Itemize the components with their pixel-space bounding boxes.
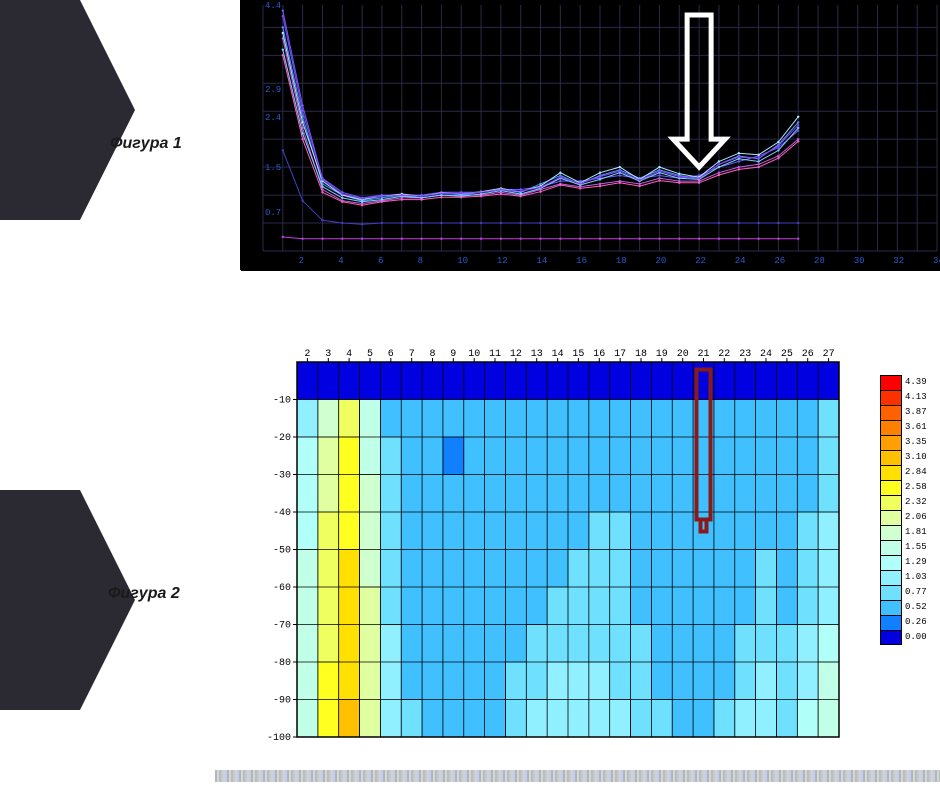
colorbar-swatch <box>880 480 902 495</box>
colorbar-value: 4.13 <box>905 390 927 405</box>
svg-text:26: 26 <box>774 256 785 266</box>
pointer-block-fig2 <box>0 490 80 710</box>
line-chart-figure1: 0.71.52.42.94.42468101214161820222426283… <box>240 0 940 270</box>
svg-text:16: 16 <box>576 256 587 266</box>
svg-text:20: 20 <box>655 256 666 266</box>
svg-text:-60: -60 <box>273 583 291 594</box>
svg-text:0.7: 0.7 <box>265 208 281 218</box>
colorbar-swatch <box>880 420 902 435</box>
colorbar-value: 0.00 <box>905 630 927 645</box>
colorbar-swatch <box>880 525 902 540</box>
colorbar-step: 2.58 <box>880 480 935 495</box>
colorbar-swatch <box>880 510 902 525</box>
colorbar-step: 1.81 <box>880 525 935 540</box>
colorbar-value: 0.52 <box>905 600 927 615</box>
colorbar-step: 1.03 <box>880 570 935 585</box>
svg-text:2.4: 2.4 <box>265 113 281 123</box>
colorbar-step: 0.77 <box>880 585 935 600</box>
svg-text:12: 12 <box>497 256 508 266</box>
colorbar-step: 0.52 <box>880 600 935 615</box>
pointer-block-fig1 <box>0 0 80 220</box>
svg-text:-30: -30 <box>273 471 291 482</box>
colorbar-value: 0.77 <box>905 585 927 600</box>
colorbar-swatch <box>880 615 902 630</box>
svg-text:28: 28 <box>814 256 825 266</box>
colorbar-swatch <box>880 375 902 390</box>
colorbar-step: 4.39 <box>880 375 935 390</box>
colorbar-swatch <box>880 435 902 450</box>
figure1-label: Фигура 1 <box>110 135 182 153</box>
colorbar-value: 3.87 <box>905 405 927 420</box>
colorbar-swatch <box>880 555 902 570</box>
colorbar-swatch <box>880 450 902 465</box>
svg-text:32: 32 <box>893 256 904 266</box>
svg-text:24: 24 <box>735 256 746 266</box>
svg-text:1.5: 1.5 <box>265 163 281 173</box>
colorbar-swatch <box>880 600 902 615</box>
svg-text:-100: -100 <box>267 733 291 744</box>
svg-text:8: 8 <box>418 256 423 266</box>
figure2-label: Фигура 2 <box>108 585 180 603</box>
heatmap-colorbar: 4.394.133.873.613.353.102.842.582.322.06… <box>880 375 935 645</box>
colorbar-step: 3.35 <box>880 435 935 450</box>
svg-text:6: 6 <box>378 256 383 266</box>
colorbar-step: 1.29 <box>880 555 935 570</box>
colorbar-value: 1.55 <box>905 540 927 555</box>
colorbar-swatch <box>880 570 902 585</box>
colorbar-swatch <box>880 405 902 420</box>
colorbar-step: 3.10 <box>880 450 935 465</box>
colorbar-value: 2.06 <box>905 510 927 525</box>
svg-text:34: 34 <box>933 256 940 266</box>
colorbar-value: 1.29 <box>905 555 927 570</box>
colorbar-value: 3.35 <box>905 435 927 450</box>
colorbar-value: 1.81 <box>905 525 927 540</box>
colorbar-value: 3.61 <box>905 420 927 435</box>
svg-text:-70: -70 <box>273 621 291 632</box>
svg-text:-80: -80 <box>273 658 291 669</box>
colorbar-swatch <box>880 465 902 480</box>
colorbar-step: 2.84 <box>880 465 935 480</box>
decorative-strip <box>215 770 940 782</box>
svg-text:-40: -40 <box>273 508 291 519</box>
svg-text:4.4: 4.4 <box>265 1 281 11</box>
colorbar-swatch <box>880 540 902 555</box>
colorbar-value: 3.10 <box>905 450 927 465</box>
colorbar-step: 2.32 <box>880 495 935 510</box>
svg-text:30: 30 <box>854 256 865 266</box>
colorbar-value: 0.26 <box>905 615 927 630</box>
colorbar-step: 0.26 <box>880 615 935 630</box>
heatmap-chart-figure2: 2345678910111213141516171819202122232425… <box>255 340 845 745</box>
colorbar-step: 3.87 <box>880 405 935 420</box>
colorbar-swatch <box>880 585 902 600</box>
colorbar-step: 2.06 <box>880 510 935 525</box>
colorbar-value: 2.84 <box>905 465 927 480</box>
svg-text:10: 10 <box>457 256 468 266</box>
svg-text:4: 4 <box>338 256 343 266</box>
colorbar-swatch <box>880 630 902 645</box>
svg-text:2.9: 2.9 <box>265 85 281 95</box>
colorbar-step: 4.13 <box>880 390 935 405</box>
svg-text:-20: -20 <box>273 433 291 444</box>
svg-text:-90: -90 <box>273 696 291 707</box>
colorbar-swatch <box>880 390 902 405</box>
colorbar-step: 0.00 <box>880 630 935 645</box>
colorbar-value: 1.03 <box>905 570 927 585</box>
svg-text:-10: -10 <box>273 396 291 407</box>
svg-text:18: 18 <box>616 256 627 266</box>
svg-text:22: 22 <box>695 256 706 266</box>
svg-text:2: 2 <box>299 256 304 266</box>
svg-text:-50: -50 <box>273 546 291 557</box>
colorbar-step: 3.61 <box>880 420 935 435</box>
svg-text:14: 14 <box>537 256 548 266</box>
colorbar-value: 2.32 <box>905 495 927 510</box>
colorbar-value: 4.39 <box>905 375 927 390</box>
colorbar-step: 1.55 <box>880 540 935 555</box>
colorbar-swatch <box>880 495 902 510</box>
colorbar-value: 2.58 <box>905 480 927 495</box>
